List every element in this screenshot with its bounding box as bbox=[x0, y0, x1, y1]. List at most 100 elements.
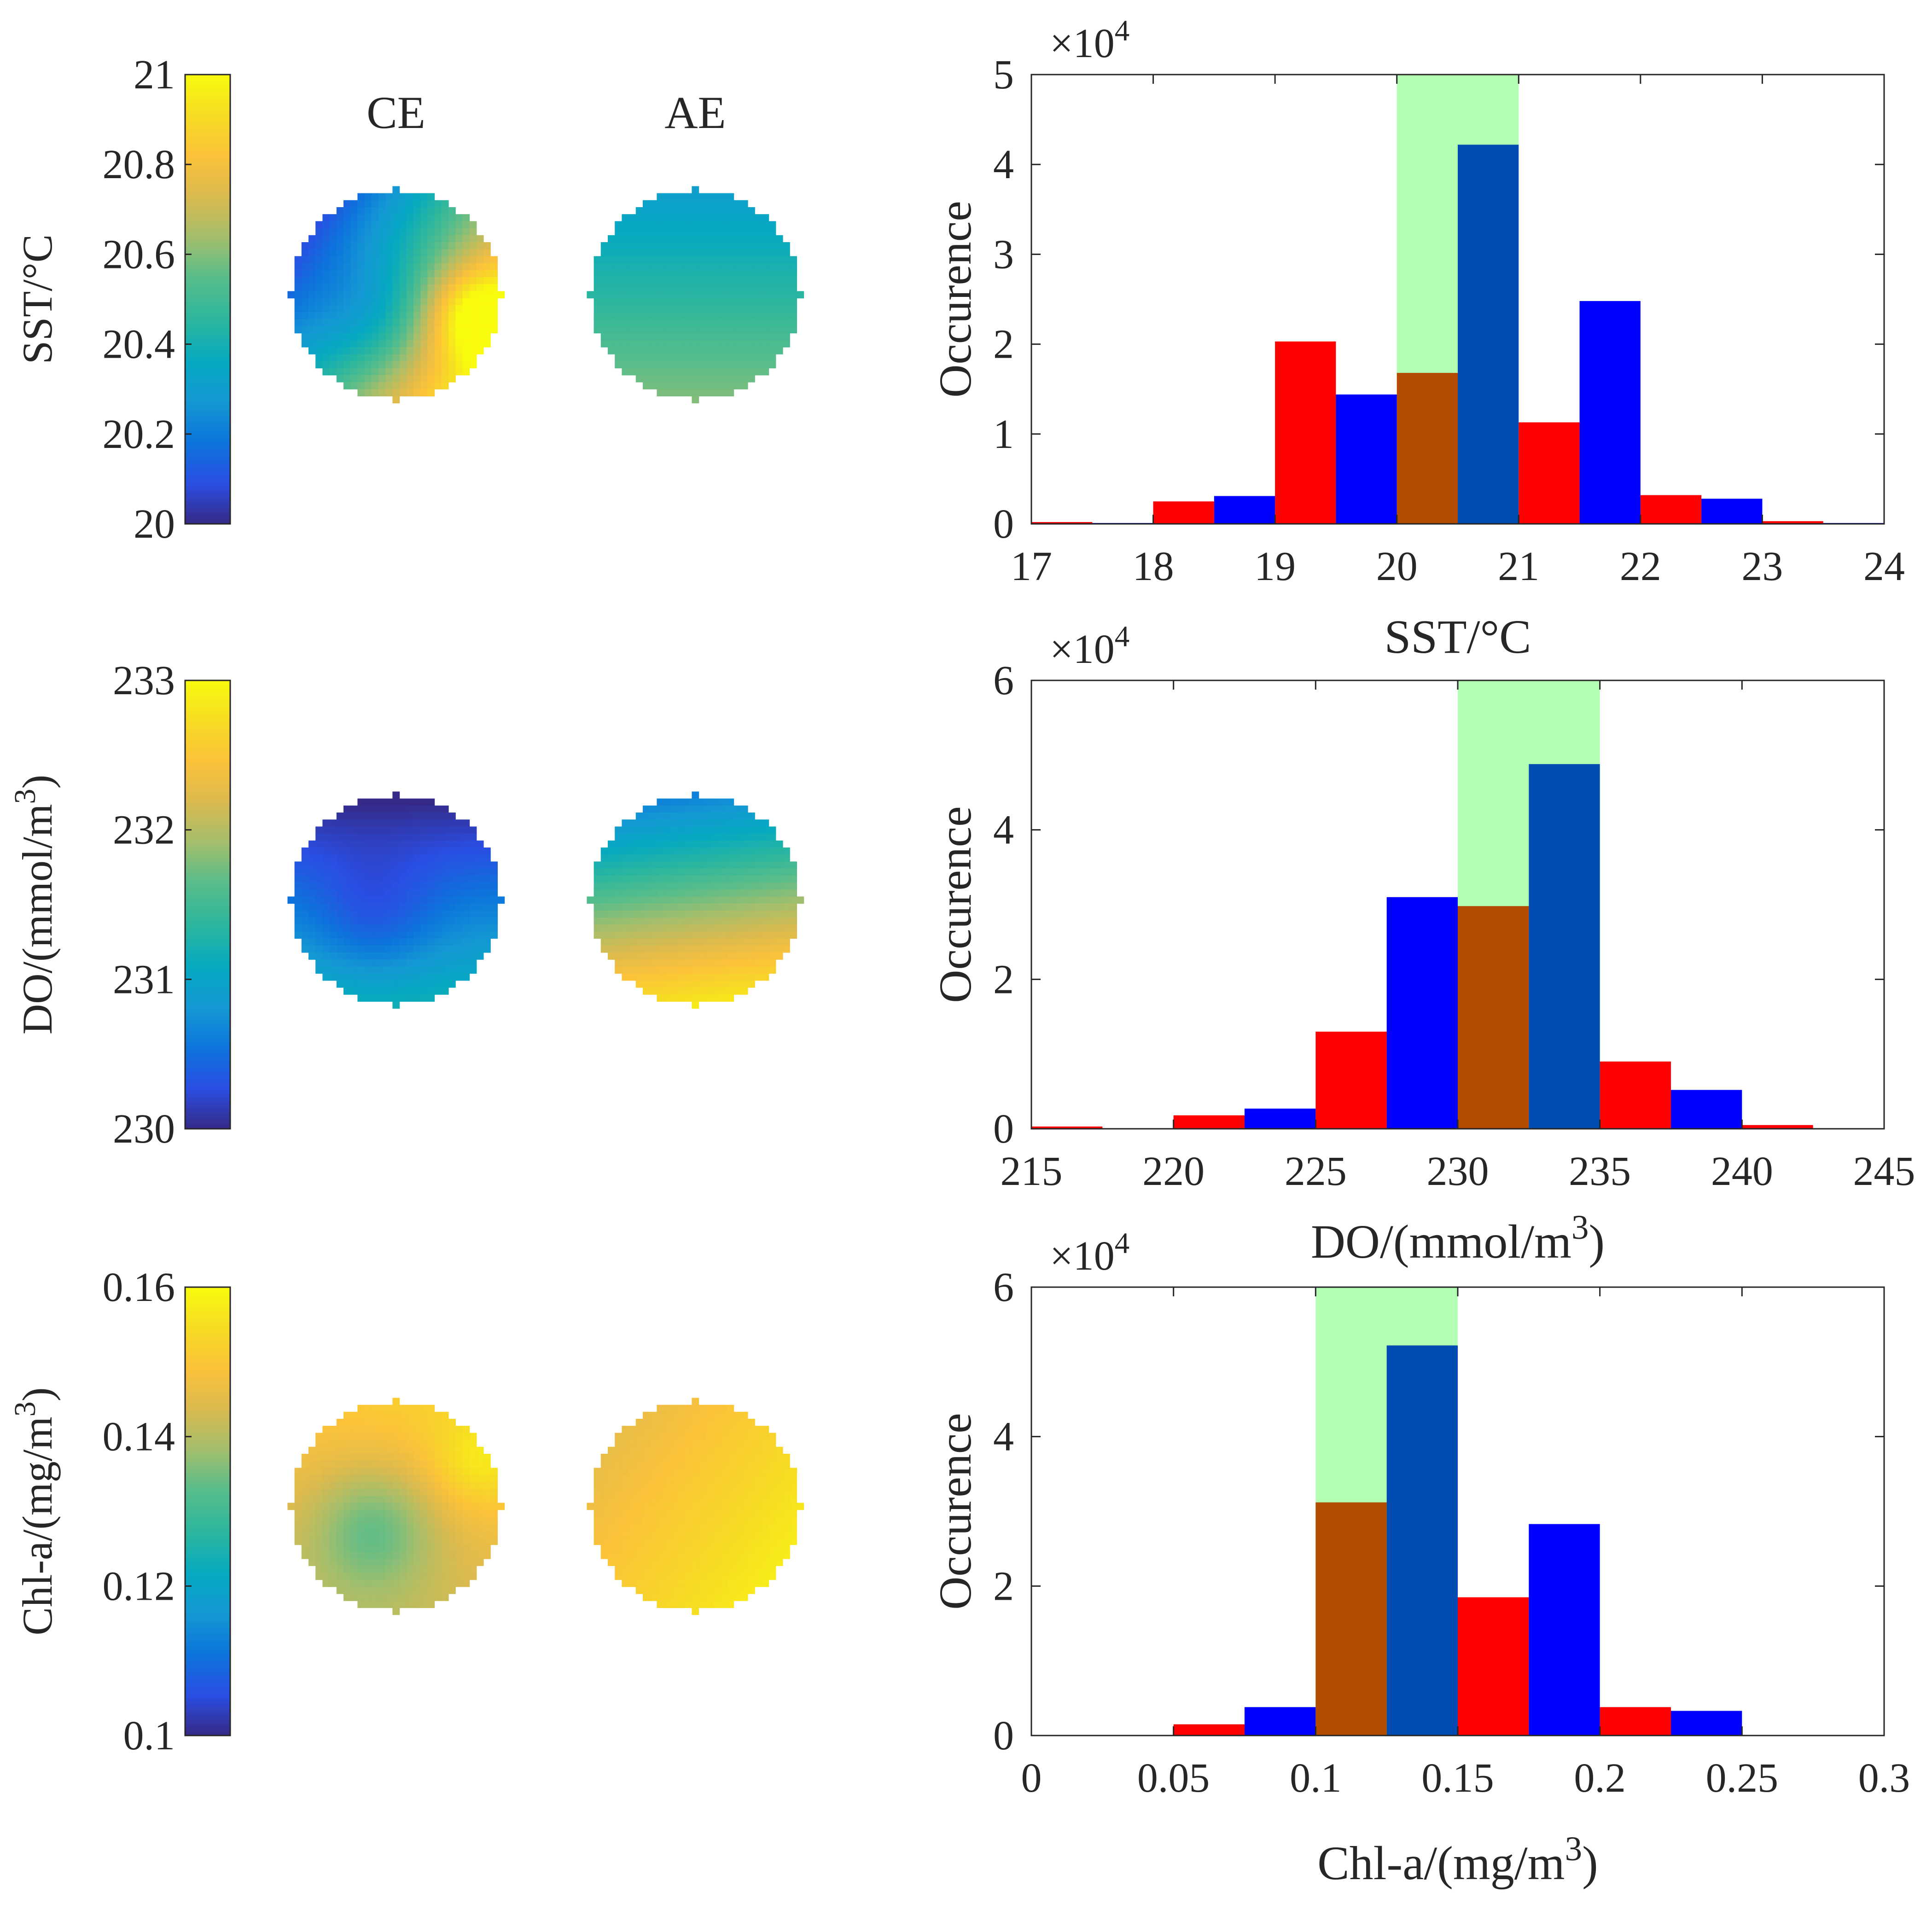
field-cell bbox=[315, 256, 323, 264]
field-cell bbox=[357, 1524, 365, 1531]
field-cell bbox=[663, 1468, 671, 1475]
field-cell bbox=[657, 347, 664, 354]
field-cell bbox=[713, 1538, 720, 1545]
field-cell bbox=[720, 1503, 727, 1510]
field-cell bbox=[420, 1601, 428, 1608]
field-cell bbox=[692, 1481, 699, 1489]
field-cell bbox=[392, 854, 400, 862]
field-cell bbox=[434, 1559, 442, 1566]
field-cell bbox=[670, 798, 678, 806]
field-cell bbox=[790, 263, 797, 271]
field-cell bbox=[406, 1538, 414, 1545]
field-cell bbox=[350, 973, 358, 981]
field-cell bbox=[685, 1538, 692, 1545]
field-cell bbox=[733, 354, 741, 361]
field-cell bbox=[462, 235, 470, 243]
field-cell bbox=[364, 882, 372, 890]
field-cell bbox=[622, 1573, 629, 1580]
field-cell bbox=[748, 277, 755, 284]
field-cell bbox=[448, 319, 456, 326]
field-cell bbox=[350, 1440, 358, 1447]
field-cell bbox=[657, 861, 664, 869]
field-cell bbox=[392, 340, 400, 348]
field-cell bbox=[413, 931, 421, 939]
field-cell bbox=[713, 1454, 720, 1461]
field-cell bbox=[790, 298, 797, 306]
field-cell bbox=[720, 1475, 727, 1482]
y-tick-label: 3 bbox=[993, 232, 1014, 277]
field-cell bbox=[635, 1468, 643, 1475]
field-cell bbox=[462, 368, 470, 376]
field-cell bbox=[399, 389, 407, 396]
field-cell bbox=[406, 1446, 414, 1454]
field-cell bbox=[768, 1433, 776, 1440]
field-cell bbox=[685, 249, 692, 256]
field-cell bbox=[740, 1496, 748, 1503]
field-cell bbox=[775, 1496, 783, 1503]
field-cell bbox=[483, 938, 491, 946]
field-cell bbox=[727, 1531, 734, 1538]
field-cell bbox=[434, 291, 442, 299]
field-cell bbox=[657, 1489, 664, 1496]
field-cell bbox=[650, 1461, 657, 1468]
field-cell bbox=[469, 868, 477, 876]
x-tick-label: 0.05 bbox=[1137, 1755, 1210, 1801]
y-multiplier: ×104 bbox=[1050, 14, 1129, 66]
field-cell bbox=[441, 1454, 449, 1461]
field-cell bbox=[762, 959, 769, 967]
field-cell bbox=[768, 1454, 776, 1461]
field-cell bbox=[413, 284, 421, 291]
field-cell bbox=[357, 298, 365, 306]
field-cell bbox=[670, 389, 678, 396]
field-cell bbox=[308, 1516, 316, 1524]
field-cell bbox=[441, 312, 449, 319]
field-cell bbox=[692, 813, 699, 820]
field-cell bbox=[343, 235, 351, 243]
field-cell bbox=[762, 833, 769, 841]
field-cell bbox=[364, 1496, 372, 1503]
field-cell bbox=[350, 1411, 358, 1419]
field-cell bbox=[378, 938, 386, 946]
field-cell bbox=[427, 1579, 435, 1587]
field-cell bbox=[406, 1426, 414, 1433]
field-cell bbox=[329, 966, 337, 974]
field-cell bbox=[441, 361, 449, 369]
field-cell bbox=[768, 1475, 776, 1482]
field-cell bbox=[455, 1516, 463, 1524]
field-cell bbox=[357, 354, 365, 361]
field-cell bbox=[378, 1509, 386, 1517]
field-cell bbox=[663, 980, 671, 988]
field-cell bbox=[670, 966, 678, 974]
field-cell bbox=[748, 980, 755, 988]
field-cell bbox=[727, 813, 734, 820]
field-cell bbox=[420, 305, 428, 313]
field-cell bbox=[399, 945, 407, 953]
field-cell bbox=[657, 1524, 664, 1531]
field-cell bbox=[740, 910, 748, 918]
field-cell bbox=[678, 1468, 685, 1475]
field-cell bbox=[448, 903, 456, 911]
field-cell bbox=[622, 1433, 629, 1440]
field-cell bbox=[364, 910, 372, 918]
field-cell bbox=[441, 938, 449, 946]
field-cell bbox=[441, 882, 449, 890]
field-cell bbox=[469, 1446, 477, 1454]
field-cell bbox=[657, 1411, 664, 1419]
field-cell bbox=[628, 312, 636, 319]
field-cell bbox=[441, 1468, 449, 1475]
field-cell bbox=[678, 987, 685, 995]
field-cell bbox=[343, 848, 351, 855]
field-cell bbox=[413, 868, 421, 876]
field-cell bbox=[469, 1566, 477, 1573]
field-cell bbox=[336, 1426, 344, 1433]
field-cell bbox=[420, 1579, 428, 1587]
field-cell bbox=[434, 1586, 442, 1594]
field-cell bbox=[364, 917, 372, 925]
field-cell bbox=[628, 1475, 636, 1482]
field-cell bbox=[455, 1489, 463, 1496]
field-cell bbox=[635, 1544, 643, 1552]
field-cell bbox=[462, 1509, 470, 1517]
field-cell bbox=[322, 1481, 330, 1489]
field-cell bbox=[406, 235, 414, 243]
field-cell bbox=[420, 1411, 428, 1419]
